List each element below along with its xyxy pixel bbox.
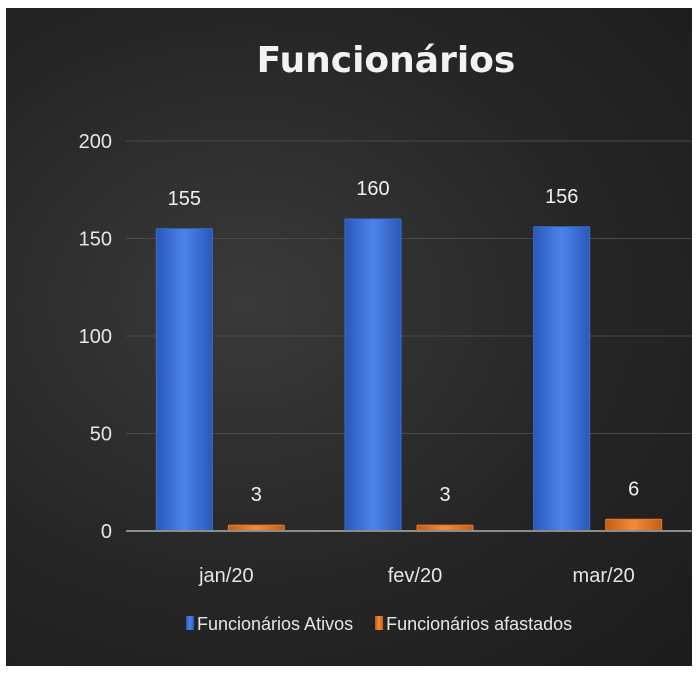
y-axis-ticks: 0 50 100 150 200	[79, 131, 112, 543]
legend-swatch	[186, 616, 194, 630]
y-tick-label: 100	[79, 326, 112, 348]
y-tick-label: 150	[79, 229, 112, 251]
gridlines	[126, 140, 692, 434]
y-tick-label: 200	[79, 131, 112, 153]
y-tick-label: 50	[90, 424, 112, 446]
legend-label: Funcionários afastados	[386, 614, 572, 634]
x-category-label: mar/20	[573, 565, 635, 587]
bar-chart: Funcionários 0 50 100 150 200 155 3 160 3 156 6 j…	[79, 40, 692, 634]
bar-funcionarios-ativos	[155, 228, 213, 532]
legend-swatch	[375, 616, 384, 630]
legend: Funcionários Ativos Funcionários afastado…	[186, 614, 572, 634]
bars	[155, 218, 663, 532]
bar-funcionarios-afastados	[605, 518, 663, 532]
chart-container: Funcionários 0 50 100 150 200 155 3 160 3 156 6 j…	[6, 8, 692, 666]
x-category-label: fev/20	[388, 565, 442, 587]
data-label: 160	[356, 178, 389, 200]
bar-funcionarios-ativos	[344, 218, 402, 532]
bar-funcionarios-ativos	[533, 226, 591, 532]
data-label: 155	[168, 188, 201, 210]
data-label: 156	[545, 186, 578, 208]
data-label: 3	[439, 484, 450, 506]
legend-label: Funcionários Ativos	[197, 614, 353, 634]
x-axis-categories: jan/20 fev/20 mar/20	[198, 565, 635, 587]
x-category-label: jan/20	[198, 565, 254, 587]
data-labels: 155 3 160 3 156 6	[168, 178, 640, 506]
data-label: 6	[628, 478, 639, 500]
y-tick-label: 0	[101, 521, 112, 543]
data-label: 3	[251, 484, 262, 506]
chart-title: Funcionários	[257, 40, 516, 81]
